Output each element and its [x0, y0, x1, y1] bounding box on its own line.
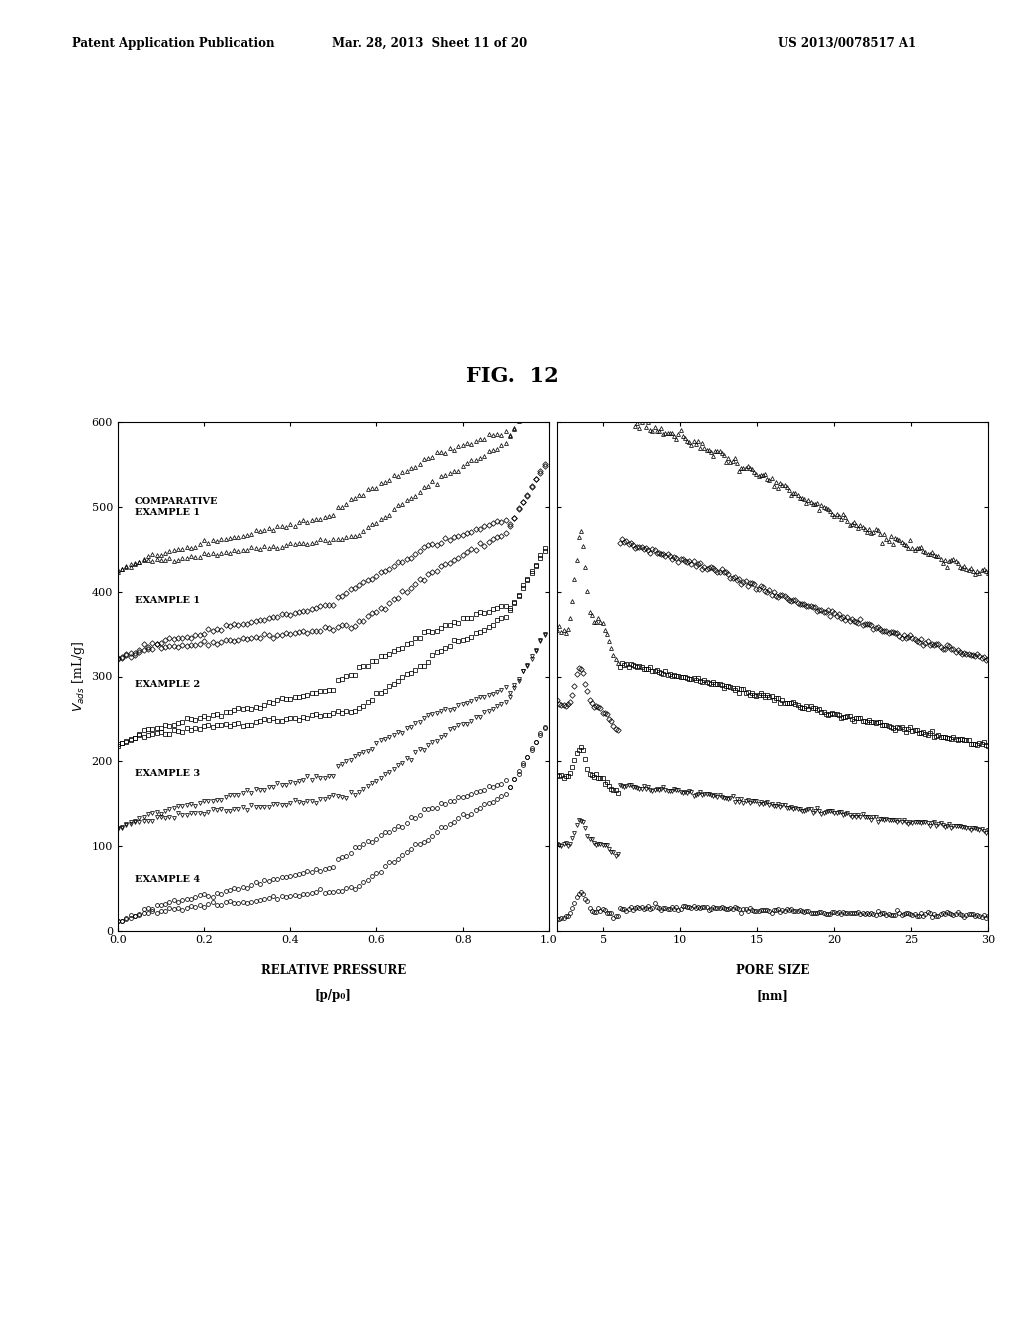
Text: EXAMPLE 3: EXAMPLE 3 — [135, 770, 200, 779]
Text: FIG.  12: FIG. 12 — [466, 366, 558, 387]
Text: US 2013/0078517 A1: US 2013/0078517 A1 — [778, 37, 916, 50]
Text: Patent Application Publication: Patent Application Publication — [72, 37, 274, 50]
Text: Mar. 28, 2013  Sheet 11 of 20: Mar. 28, 2013 Sheet 11 of 20 — [333, 37, 527, 50]
Text: [p/p₀]: [p/p₀] — [314, 989, 352, 1002]
Text: PORE SIZE: PORE SIZE — [736, 964, 809, 977]
Text: RELATIVE PRESSURE: RELATIVE PRESSURE — [261, 964, 406, 977]
Text: [nm]: [nm] — [757, 989, 788, 1002]
Y-axis label: $V_{ads}$ [mL/g]: $V_{ads}$ [mL/g] — [71, 640, 87, 713]
Text: EXAMPLE 1: EXAMPLE 1 — [135, 595, 200, 605]
Text: EXAMPLE 2: EXAMPLE 2 — [135, 681, 200, 689]
Text: EXAMPLE 4: EXAMPLE 4 — [135, 875, 200, 884]
Text: COMPARATIVE
EXAMPLE 1: COMPARATIVE EXAMPLE 1 — [135, 498, 218, 517]
